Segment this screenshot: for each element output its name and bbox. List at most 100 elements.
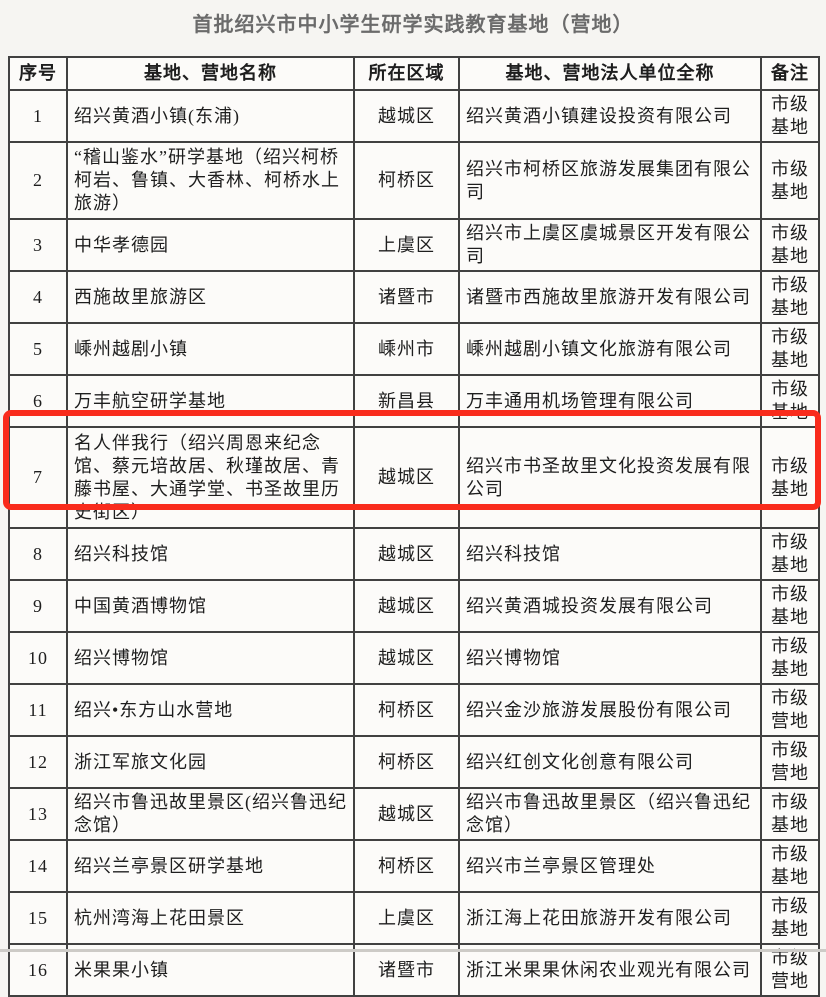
table-row: 1 绍兴黄酒小镇(东浦) 越城区 绍兴黄酒小镇建设投资有限公司 市级基地 — [8, 89, 820, 143]
cell-index: 10 — [8, 631, 68, 685]
cell-name: 中国黄酒博物馆 — [66, 579, 355, 633]
cell-index: 1 — [8, 89, 68, 143]
cell-name: 浙江军旅文化园 — [66, 735, 355, 789]
cell-note: 市级基地 — [760, 89, 820, 143]
cell-entity: 绍兴市书圣故里文化投资发展有限公司 — [458, 426, 762, 529]
cell-entity: 万丰通用机场管理有限公司 — [458, 374, 762, 428]
cell-region: 柯桥区 — [353, 683, 460, 737]
cell-entity: 绍兴市柯桥区旅游发展集团有限公司 — [458, 141, 762, 220]
cell-region: 上虞区 — [353, 218, 460, 272]
cell-region: 新昌县 — [353, 374, 460, 428]
cell-entity: 浙江海上花田旅游开发有限公司 — [458, 891, 762, 945]
table-header-row: 序号 基地、营地名称 所在区域 基地、营地法人单位全称 备注 — [8, 56, 820, 91]
table-row: 8 绍兴科技馆 越城区 绍兴科技馆 市级基地 — [8, 527, 820, 581]
cell-note: 市级营地 — [760, 683, 820, 737]
cell-note: 市级基地 — [760, 218, 820, 272]
cell-index: 8 — [8, 527, 68, 581]
cell-note: 市级基地 — [760, 891, 820, 945]
cell-region: 上虞区 — [353, 891, 460, 945]
cell-name: 绍兴科技馆 — [66, 527, 355, 581]
cell-entity: 嵊州越剧小镇文化旅游有限公司 — [458, 322, 762, 376]
cell-note: 市级基地 — [760, 426, 820, 529]
col-header-note: 备注 — [760, 56, 820, 91]
cell-note: 市级基地 — [760, 141, 820, 220]
cell-entity: 绍兴博物馆 — [458, 631, 762, 685]
cell-name: 西施故里旅游区 — [66, 270, 355, 324]
table-row: 10 绍兴博物馆 越城区 绍兴博物馆 市级基地 — [8, 631, 820, 685]
cell-note: 市级营地 — [760, 735, 820, 789]
cell-entity: 绍兴市兰亭景区管理处 — [458, 839, 762, 893]
cell-index: 15 — [8, 891, 68, 945]
cell-entity: 绍兴市鲁迅故里景区（绍兴鲁迅纪念馆） — [458, 787, 762, 841]
cell-index: 4 — [8, 270, 68, 324]
cell-region: 柯桥区 — [353, 839, 460, 893]
cell-index: 5 — [8, 322, 68, 376]
bottom-divider — [0, 949, 826, 952]
cell-note: 市级基地 — [760, 270, 820, 324]
table-row: 5 嵊州越剧小镇 嵊州市 嵊州越剧小镇文化旅游有限公司 市级基地 — [8, 322, 820, 376]
cell-index: 6 — [8, 374, 68, 428]
table-row: 14 绍兴兰亭景区研学基地 柯桥区 绍兴市兰亭景区管理处 市级基地 — [8, 839, 820, 893]
table-row: 11 绍兴•东方山水营地 柯桥区 绍兴金沙旅游发展股份有限公司 市级营地 — [8, 683, 820, 737]
cell-region: 越城区 — [353, 787, 460, 841]
cell-region: 诸暨市 — [353, 270, 460, 324]
table-body: 1 绍兴黄酒小镇(东浦) 越城区 绍兴黄酒小镇建设投资有限公司 市级基地 2 “稽山鉴水”研… — [8, 89, 820, 997]
table-row: 13 绍兴市鲁迅故里景区(绍兴鲁迅纪念馆） 越城区 绍兴市鲁迅故里景区（绍兴鲁迅纪念馆… — [8, 787, 820, 841]
cell-region: 越城区 — [353, 631, 460, 685]
cell-entity: 绍兴金沙旅游发展股份有限公司 — [458, 683, 762, 737]
cell-note: 市级基地 — [760, 839, 820, 893]
col-header-name: 基地、营地名称 — [66, 56, 355, 91]
table-row: 4 西施故里旅游区 诸暨市 诸暨市西施故里旅游开发有限公司 市级基地 — [8, 270, 820, 324]
cell-index: 2 — [8, 141, 68, 220]
table-row: 6 万丰航空研学基地 新昌县 万丰通用机场管理有限公司 市级基地 — [8, 374, 820, 428]
cell-name: 中华孝德园 — [66, 218, 355, 272]
cell-region: 柯桥区 — [353, 141, 460, 220]
col-header-entity: 基地、营地法人单位全称 — [458, 56, 762, 91]
cell-note: 市级基地 — [760, 787, 820, 841]
cell-entity: 诸暨市西施故里旅游开发有限公司 — [458, 270, 762, 324]
cell-name: 绍兴•东方山水营地 — [66, 683, 355, 737]
bases-table: 序号 基地、营地名称 所在区域 基地、营地法人单位全称 备注 1 绍兴黄酒小镇(东… — [8, 56, 820, 997]
cell-name: 万丰航空研学基地 — [66, 374, 355, 428]
cell-entity: 绍兴红创文化创意有限公司 — [458, 735, 762, 789]
table-row: 7 名人伴我行（绍兴周恩来纪念馆、蔡元培故居、秋瑾故居、青藤书屋、大通学堂、书圣故… — [8, 426, 820, 529]
cell-note: 市级基地 — [760, 631, 820, 685]
cell-index: 11 — [8, 683, 68, 737]
cell-region: 越城区 — [353, 89, 460, 143]
cell-region: 越城区 — [353, 527, 460, 581]
cell-index: 7 — [8, 426, 68, 529]
table-row: 12 浙江军旅文化园 柯桥区 绍兴红创文化创意有限公司 市级营地 — [8, 735, 820, 789]
cell-name: 绍兴市鲁迅故里景区(绍兴鲁迅纪念馆） — [66, 787, 355, 841]
table-row: 3 中华孝德园 上虞区 绍兴市上虞区虞城景区开发有限公司 市级基地 — [8, 218, 820, 272]
page-title: 首批绍兴市中小学生研学实践教育基地（营地） — [192, 14, 634, 36]
cell-entity: 绍兴黄酒城投资发展有限公司 — [458, 579, 762, 633]
cell-entity: 绍兴科技馆 — [458, 527, 762, 581]
cell-index: 3 — [8, 218, 68, 272]
cell-name: 绍兴兰亭景区研学基地 — [66, 839, 355, 893]
cell-name: 杭州湾海上花田景区 — [66, 891, 355, 945]
cell-note: 市级基地 — [760, 579, 820, 633]
cell-name: 嵊州越剧小镇 — [66, 322, 355, 376]
table-row: 2 “稽山鉴水”研学基地（绍兴柯桥柯岩、鲁镇、大香林、柯桥水上旅游） 柯桥区 绍兴市柯… — [8, 141, 820, 220]
cell-region: 柯桥区 — [353, 735, 460, 789]
cell-note: 市级基地 — [760, 527, 820, 581]
cell-name: “稽山鉴水”研学基地（绍兴柯桥柯岩、鲁镇、大香林、柯桥水上旅游） — [66, 141, 355, 220]
table-row: 15 杭州湾海上花田景区 上虞区 浙江海上花田旅游开发有限公司 市级基地 — [8, 891, 820, 945]
cell-index: 12 — [8, 735, 68, 789]
cell-index: 14 — [8, 839, 68, 893]
cell-name: 名人伴我行（绍兴周恩来纪念馆、蔡元培故居、秋瑾故居、青藤书屋、大通学堂、书圣故里… — [66, 426, 355, 529]
cell-index: 9 — [8, 579, 68, 633]
cell-entity: 绍兴市上虞区虞城景区开发有限公司 — [458, 218, 762, 272]
table-row: 9 中国黄酒博物馆 越城区 绍兴黄酒城投资发展有限公司 市级基地 — [8, 579, 820, 633]
cell-note: 市级基地 — [760, 374, 820, 428]
cell-index: 13 — [8, 787, 68, 841]
cell-name: 绍兴黄酒小镇(东浦) — [66, 89, 355, 143]
col-header-index: 序号 — [8, 56, 68, 91]
cell-entity: 绍兴黄酒小镇建设投资有限公司 — [458, 89, 762, 143]
cell-region: 越城区 — [353, 426, 460, 529]
col-header-region: 所在区域 — [353, 56, 460, 91]
cell-note: 市级基地 — [760, 322, 820, 376]
cell-region: 嵊州市 — [353, 322, 460, 376]
cell-name: 绍兴博物馆 — [66, 631, 355, 685]
cell-region: 越城区 — [353, 579, 460, 633]
